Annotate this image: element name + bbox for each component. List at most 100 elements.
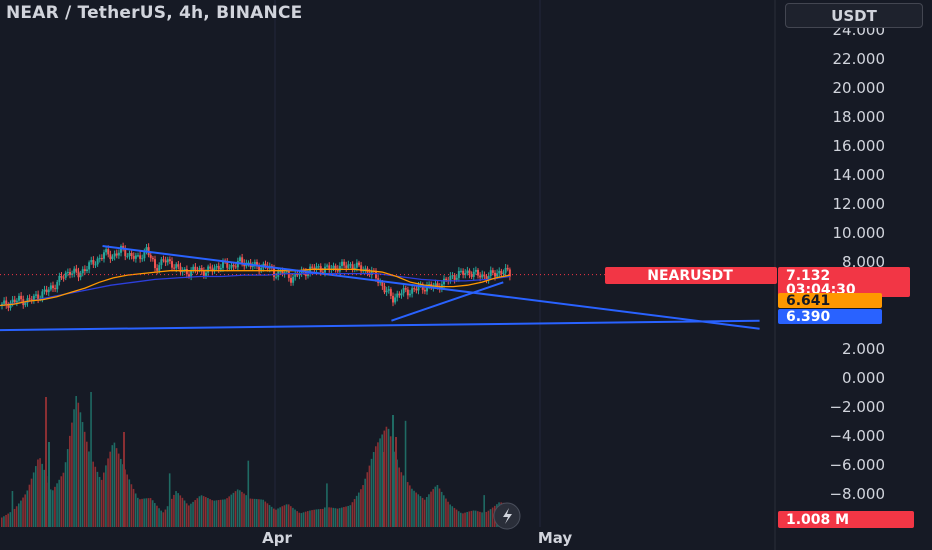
candle-body bbox=[502, 272, 505, 274]
candle-body bbox=[472, 271, 475, 277]
candle-body bbox=[81, 269, 84, 274]
candle-body bbox=[98, 258, 101, 260]
candle-body bbox=[496, 273, 499, 277]
volume-bar bbox=[213, 500, 216, 527]
volume-bar bbox=[281, 506, 284, 527]
candle-body bbox=[343, 261, 346, 266]
candle-body bbox=[62, 277, 65, 279]
volume-bar bbox=[30, 478, 33, 527]
replay-icon[interactable] bbox=[493, 502, 521, 530]
candle-body bbox=[143, 250, 146, 259]
volume-bar bbox=[137, 497, 139, 527]
candle-body bbox=[205, 272, 207, 276]
volume-bar bbox=[5, 514, 7, 527]
candle-body bbox=[115, 253, 118, 256]
y-tick-label: 2.000 bbox=[842, 340, 885, 358]
candle-body bbox=[292, 276, 295, 283]
candle-body bbox=[341, 261, 343, 267]
candle-body bbox=[351, 264, 354, 270]
volume-bar bbox=[139, 499, 141, 527]
trendlines[interactable] bbox=[0, 245, 775, 332]
candle-body bbox=[349, 264, 352, 266]
volume-bar bbox=[245, 495, 247, 527]
volume-bar bbox=[311, 510, 313, 527]
volume-bar bbox=[470, 510, 473, 527]
candle-body bbox=[49, 285, 52, 290]
volume-bar bbox=[353, 499, 356, 527]
candle-body bbox=[137, 255, 139, 257]
volume-bar bbox=[266, 503, 269, 527]
volume-bar bbox=[364, 478, 366, 527]
candle-body bbox=[160, 259, 163, 266]
candle-body bbox=[402, 288, 405, 294]
y-tick-label: −8.000 bbox=[829, 485, 885, 503]
volume-bar bbox=[334, 508, 337, 527]
volume-bar bbox=[434, 486, 437, 527]
volume-bar bbox=[351, 502, 354, 527]
candle-body bbox=[281, 271, 284, 274]
volume-bar bbox=[358, 492, 360, 527]
candle-body bbox=[239, 257, 241, 262]
volume-bar bbox=[120, 458, 122, 527]
candle-body bbox=[128, 253, 131, 257]
candle-body bbox=[508, 269, 511, 277]
candle-body bbox=[88, 262, 91, 270]
candle-body bbox=[41, 291, 44, 299]
candle-body bbox=[162, 259, 165, 261]
volume-bar bbox=[18, 503, 20, 527]
volume-bar bbox=[247, 460, 250, 527]
volume-bar bbox=[279, 507, 281, 527]
volume-bar bbox=[300, 513, 303, 527]
volume-bar bbox=[69, 435, 71, 527]
moving-averages bbox=[0, 268, 511, 307]
volume-bar bbox=[230, 494, 233, 527]
volume-bar bbox=[196, 498, 199, 527]
candle-body bbox=[211, 268, 214, 272]
volume-bar bbox=[426, 497, 428, 527]
volume-bar bbox=[75, 396, 77, 527]
volume-bar bbox=[451, 506, 454, 527]
candle-body bbox=[334, 265, 337, 269]
volume-bar bbox=[283, 505, 286, 527]
candle-body bbox=[113, 253, 116, 257]
candle-body bbox=[457, 271, 460, 278]
candle-body bbox=[9, 302, 12, 308]
volume-bar bbox=[143, 498, 145, 527]
volume-bar bbox=[251, 498, 254, 527]
candle-body bbox=[26, 298, 29, 303]
candle-body bbox=[45, 289, 48, 293]
volume-bar bbox=[262, 499, 264, 527]
price-axis[interactable]: 24.00022.00020.00018.00016.00014.00012.0… bbox=[829, 21, 885, 503]
volume-bar bbox=[377, 442, 379, 527]
volume-bar bbox=[307, 511, 309, 527]
candle-body bbox=[387, 289, 390, 291]
volume-bar bbox=[107, 458, 109, 527]
currency-button[interactable]: USDT bbox=[785, 3, 923, 28]
volume-bar bbox=[402, 475, 405, 527]
candle-body bbox=[345, 265, 348, 268]
candle-body bbox=[415, 288, 418, 291]
candle-body bbox=[494, 272, 496, 277]
volume-bar bbox=[413, 490, 415, 527]
volume-bar bbox=[258, 499, 260, 527]
volume-bar bbox=[375, 446, 377, 527]
volume-bar bbox=[372, 452, 375, 527]
ema-fast-line bbox=[0, 268, 511, 307]
candle-body bbox=[120, 246, 122, 253]
ema-price-tag bbox=[778, 293, 882, 308]
volume-bar bbox=[15, 506, 18, 527]
candle-body bbox=[360, 265, 363, 272]
candle-body bbox=[37, 294, 40, 300]
candle-body bbox=[32, 295, 35, 301]
candle-body bbox=[283, 272, 286, 274]
time-axis[interactable]: Apr May bbox=[262, 529, 572, 547]
volume-bar bbox=[294, 509, 296, 527]
candle-body bbox=[498, 270, 501, 274]
volume-bar bbox=[483, 495, 485, 527]
volume-bar bbox=[211, 500, 213, 527]
volume-bar bbox=[368, 465, 371, 527]
volume-bar bbox=[315, 509, 318, 527]
volume-bar bbox=[194, 500, 196, 527]
volume-bar bbox=[277, 508, 279, 527]
